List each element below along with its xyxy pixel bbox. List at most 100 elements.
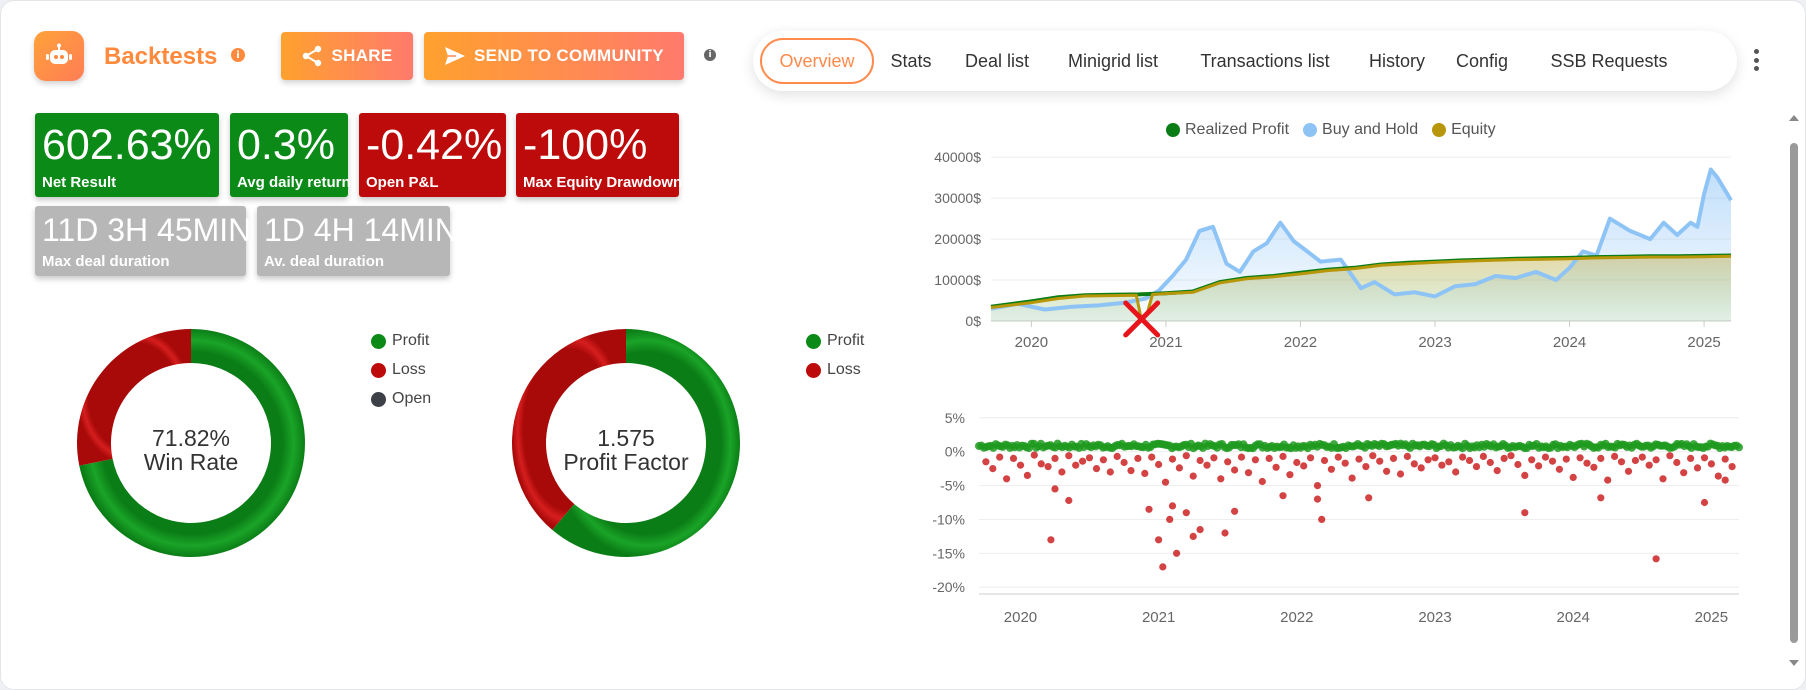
loss-point[interactable] [1065,496,1073,505]
loss-point[interactable] [1155,460,1163,469]
loss-point[interactable] [1700,454,1709,462]
loss-point[interactable] [1300,462,1308,470]
loss-point[interactable] [1728,463,1736,471]
loss-point[interactable] [1417,464,1425,472]
legend-profit-2[interactable]: Profit [806,332,864,350]
loss-point[interactable] [1293,458,1301,467]
legend-equity[interactable]: Equity [1432,121,1496,139]
loss-point[interactable] [1403,452,1411,460]
loss-point[interactable] [1638,453,1646,461]
loss-point[interactable] [1666,452,1674,460]
info-icon[interactable]: i [231,48,245,62]
loss-point[interactable] [1528,456,1536,464]
loss-point[interactable] [1127,467,1135,475]
loss-point[interactable] [1597,454,1605,462]
loss-point[interactable] [1341,459,1349,467]
loss-point[interactable] [1148,453,1156,461]
loss-point[interactable] [1272,463,1280,471]
loss-point[interactable] [1099,456,1107,464]
loss-point[interactable] [1362,463,1370,471]
legend-buy-and-hold[interactable]: Buy and Hold [1303,121,1418,139]
loss-point[interactable] [1092,465,1101,473]
loss-point[interactable] [1141,469,1149,477]
loss-point[interactable] [1155,536,1163,544]
loss-point[interactable] [1065,452,1073,460]
more-menu-icon[interactable] [1746,45,1766,75]
loss-point[interactable] [1631,456,1639,465]
loss-point[interactable] [1168,502,1177,510]
loss-point[interactable] [1535,462,1543,470]
loss-point[interactable] [1514,460,1522,469]
loss-point[interactable] [1721,476,1729,484]
loss-point[interactable] [1009,454,1018,462]
loss-point[interactable] [1693,464,1702,472]
loss-point[interactable] [1037,460,1045,468]
loss-point[interactable] [1431,454,1439,462]
loss-point[interactable] [1166,515,1174,523]
loss-point[interactable] [1597,494,1605,502]
loss-point[interactable] [1161,478,1170,486]
loss-point[interactable] [1196,456,1204,465]
tab-history[interactable]: History [1368,50,1425,71]
loss-point[interactable] [1659,475,1667,483]
loss-point[interactable] [1479,452,1487,460]
tab-transactions-list[interactable]: Transactions list [1200,50,1330,71]
loss-point[interactable] [1624,467,1633,475]
loss-point[interactable] [1159,563,1167,571]
loss-point[interactable] [1576,454,1584,462]
loss-point[interactable] [1389,454,1398,462]
loss-point[interactable] [1134,454,1142,462]
loss-point[interactable] [1355,455,1363,463]
loss-point[interactable] [1569,473,1577,481]
loss-point[interactable] [1231,466,1239,474]
loss-point[interactable] [1051,454,1059,462]
loss-point[interactable] [1369,452,1377,460]
loss-point[interactable] [1583,459,1591,467]
loss-point[interactable] [1168,455,1177,463]
tab-stats[interactable]: Stats [890,50,932,71]
loss-point[interactable] [1687,454,1695,462]
loss-point[interactable] [989,465,997,473]
loss-point[interactable] [1318,515,1326,523]
tab-config[interactable]: Config [1455,50,1509,71]
loss-point[interactable] [1452,468,1460,476]
loss-point[interactable] [1196,526,1204,534]
loss-point[interactable] [1265,454,1273,462]
loss-point[interactable] [1189,472,1197,480]
loss-point[interactable] [1182,509,1190,517]
loss-point[interactable] [1541,453,1550,461]
info-icon-community[interactable]: i [704,49,716,61]
vertical-scrollbar[interactable] [1787,113,1801,668]
loss-point[interactable] [1611,452,1619,460]
loss-point[interactable] [1472,463,1481,471]
loss-point[interactable] [1521,471,1529,479]
tab-ssb-requests[interactable]: SSB Requests [1550,50,1668,71]
loss-point[interactable] [1383,467,1391,475]
loss-point[interactable] [1279,452,1287,460]
send-to-community-button[interactable]: SEND TO COMMUNITY [424,32,684,80]
profit-point[interactable] [1735,443,1743,452]
loss-point[interactable] [1044,463,1052,471]
loss-point[interactable] [1396,470,1405,478]
scroll-down-icon[interactable] [1787,658,1801,668]
donut-slice-profit[interactable] [79,329,305,557]
tab-minigrid-list[interactable]: Minigrid list [1067,50,1159,71]
loss-point[interactable] [1365,494,1373,502]
scroll-up-icon[interactable] [1787,113,1801,123]
loss-point[interactable] [1320,456,1329,465]
loss-point[interactable] [1521,509,1529,517]
loss-point[interactable] [1410,460,1418,468]
loss-point[interactable] [1376,457,1384,465]
loss-point[interactable] [1590,463,1598,471]
loss-point[interactable] [1279,492,1287,500]
loss-point[interactable] [1175,464,1183,472]
loss-point[interactable] [1106,468,1114,476]
loss-point[interactable] [1445,458,1453,466]
loss-point[interactable] [1604,476,1612,484]
scroll-thumb[interactable] [1790,143,1798,643]
loss-point[interactable] [1438,461,1446,469]
tab-deal-list[interactable]: Deal list [964,50,1030,71]
loss-point[interactable] [1286,471,1294,479]
loss-point[interactable] [1465,456,1474,465]
loss-point[interactable] [1058,468,1066,476]
